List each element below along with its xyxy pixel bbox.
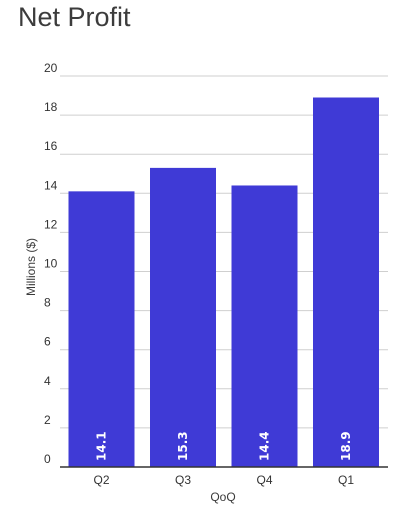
y-tick-label: 2 — [44, 413, 51, 427]
bar-data-label: 14.1 — [95, 431, 109, 461]
x-axis-label: QoQ — [210, 490, 235, 504]
bars — [68, 97, 379, 468]
bar — [313, 97, 379, 467]
bar-data-label: 15.3 — [176, 431, 190, 461]
y-tick-label: 8 — [44, 296, 51, 310]
y-tick-label: 0 — [44, 452, 51, 466]
bar — [150, 167, 216, 467]
x-tick-label: Q3 — [175, 473, 191, 487]
bar — [231, 185, 298, 468]
y-tick-label: 10 — [44, 257, 58, 271]
y-tick-label: 12 — [44, 217, 58, 231]
bar-data-label: 18.9 — [339, 431, 353, 461]
y-tick-label: 16 — [44, 139, 58, 153]
y-tick-label: 4 — [44, 374, 51, 388]
x-tick-label: Q2 — [93, 473, 109, 487]
x-axis-ticks: Q2 Q3 Q4 Q1 — [93, 473, 354, 487]
bar-data-labels: 14.1 15.3 14.4 18.9 — [95, 431, 354, 461]
y-axis-ticks: 0 2 4 6 8 10 12 14 16 18 20 — [44, 61, 58, 466]
y-tick-label: 14 — [44, 178, 58, 192]
bar-data-label: 14.4 — [258, 431, 272, 461]
y-tick-label: 20 — [44, 61, 58, 75]
y-axis-label: Millions ($) — [24, 238, 38, 296]
bar — [68, 191, 135, 467]
y-tick-label: 6 — [44, 335, 51, 349]
y-tick-label: 18 — [44, 100, 58, 114]
chart-title: Net Profit — [18, 2, 131, 32]
x-tick-label: Q4 — [256, 473, 272, 487]
x-tick-label: Q1 — [338, 473, 354, 487]
